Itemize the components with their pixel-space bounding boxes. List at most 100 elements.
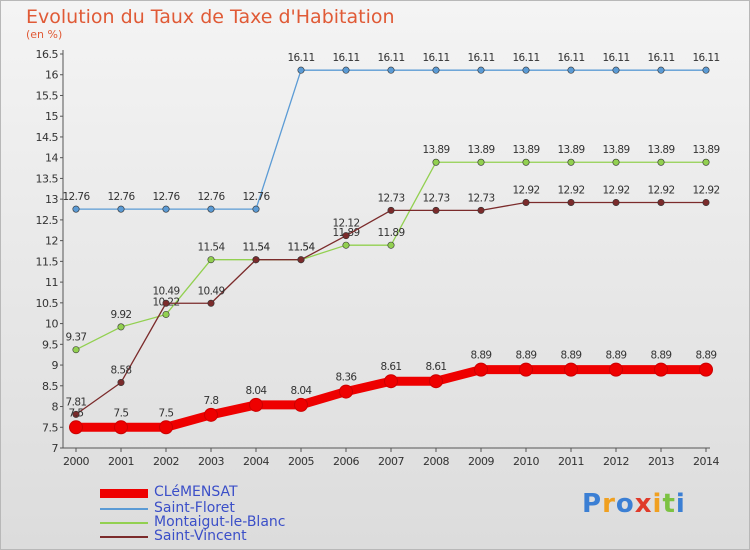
data-point-montaigut-le-blanc (702, 158, 710, 166)
legend-item-saint-floret: Saint-Floret (100, 500, 360, 516)
data-label-saint-vincent: 12.92 (647, 184, 674, 196)
logo-letter: r (602, 489, 616, 519)
data-label-cl-mensat: 8.04 (246, 385, 268, 397)
legend-item-montaigut-le-blanc: Montaigut-le-Blanc (100, 514, 360, 530)
data-label-saint-floret: 12.76 (242, 191, 270, 203)
data-label-cl-mensat: 8.89 (471, 350, 492, 362)
data-label-saint-floret: 12.76 (107, 191, 135, 203)
legend-swatch-clemensat (100, 489, 148, 498)
data-point-saint-vincent (702, 198, 710, 206)
data-point-montaigut-le-blanc (477, 158, 485, 166)
data-label-saint-floret: 16.11 (692, 52, 719, 64)
data-label-cl-mensat: 8.89 (561, 350, 582, 362)
x-tick-label: 2002 (153, 455, 179, 468)
y-tick-label: 15.5 (36, 89, 59, 102)
legend-label-saint-vincent: Saint-Vincent (154, 528, 247, 544)
data-point-saint-floret (522, 66, 530, 74)
y-tick-label: 7 (52, 442, 59, 455)
y-tick-label: 11 (45, 276, 58, 289)
x-tick-label: 2006 (333, 455, 359, 468)
data-label-saint-floret: 16.11 (422, 52, 449, 64)
data-label-cl-mensat: 7.5 (159, 407, 174, 419)
data-label-saint-floret: 16.11 (287, 52, 314, 64)
x-tick-label: 2003 (198, 455, 224, 468)
data-point-saint-vincent (72, 410, 80, 418)
data-point-saint-floret (342, 66, 350, 74)
data-label-saint-vincent: 12.12 (332, 218, 359, 230)
data-label-saint-floret: 16.11 (647, 52, 674, 64)
data-label-cl-mensat: 8.61 (426, 361, 447, 373)
logo-letter: x (634, 489, 653, 519)
logo-letter: o (615, 489, 635, 519)
data-label-montaigut-le-blanc: 13.89 (692, 144, 719, 156)
x-tick-label: 2008 (423, 455, 449, 468)
data-point-montaigut-le-blanc (567, 158, 575, 166)
x-tick-label: 2013 (648, 455, 674, 468)
data-point-saint-vincent (477, 206, 485, 214)
logo-letter: P (582, 489, 603, 519)
x-tick-label: 2012 (603, 455, 629, 468)
y-tick-label: 16.5 (36, 48, 59, 61)
data-point-cl-mensat (204, 407, 218, 422)
x-tick-label: 2004 (243, 455, 269, 468)
data-label-saint-vincent: 12.92 (512, 184, 539, 196)
legend-swatch-montaigut-le-blanc (100, 522, 148, 524)
y-tick-label: 7.5 (42, 421, 58, 434)
data-point-saint-floret (207, 205, 215, 213)
data-label-saint-vincent: 11.54 (242, 242, 270, 254)
data-label-cl-mensat: 8.36 (336, 372, 358, 384)
data-label-saint-floret: 16.11 (377, 52, 404, 64)
legend-item-saint-vincent: Saint-Vincent (100, 528, 360, 544)
data-point-cl-mensat (114, 420, 128, 435)
data-point-saint-vincent (522, 198, 530, 206)
data-point-saint-floret (477, 66, 485, 74)
data-point-montaigut-le-blanc (387, 241, 395, 249)
data-point-saint-floret (72, 205, 80, 213)
data-point-saint-vincent (612, 198, 620, 206)
data-point-saint-floret (117, 205, 125, 213)
data-label-montaigut-le-blanc: 11.89 (377, 227, 404, 239)
data-point-montaigut-le-blanc (522, 158, 530, 166)
legend-swatch-saint-floret (100, 508, 148, 510)
data-point-cl-mensat (249, 397, 263, 412)
data-point-saint-vincent (342, 232, 350, 240)
data-point-cl-mensat (474, 362, 488, 377)
data-point-saint-vincent (252, 256, 260, 264)
data-point-montaigut-le-blanc (432, 158, 440, 166)
legend-label-clemensat: CLéMENSAT (154, 484, 238, 500)
data-point-saint-floret (162, 205, 170, 213)
data-point-saint-floret (297, 66, 305, 74)
data-label-saint-vincent: 10.49 (152, 285, 179, 297)
data-point-montaigut-le-blanc (657, 158, 665, 166)
legend-item-clemensat: CLéMENSAT (100, 484, 360, 500)
y-tick-label: 8 (52, 401, 59, 414)
data-point-montaigut-le-blanc (342, 241, 350, 249)
data-point-saint-floret (702, 66, 710, 74)
data-label-montaigut-le-blanc: 11.54 (197, 242, 225, 254)
data-label-montaigut-le-blanc: 11.54 (242, 242, 270, 254)
y-tick-label: 9 (52, 359, 59, 372)
data-label-montaigut-le-blanc: 13.89 (512, 144, 539, 156)
x-tick-label: 2000 (63, 455, 89, 468)
y-tick-label: 13.5 (36, 172, 59, 185)
data-point-saint-vincent (207, 299, 215, 307)
data-point-saint-vincent (162, 299, 170, 307)
data-label-saint-vincent: 12.73 (422, 192, 449, 204)
data-label-cl-mensat: 8.89 (606, 350, 627, 362)
data-label-saint-floret: 16.11 (332, 52, 359, 64)
data-point-cl-mensat (699, 362, 713, 377)
data-point-cl-mensat (294, 397, 308, 412)
data-label-saint-vincent: 8.58 (111, 364, 132, 376)
data-label-saint-vincent: 11.54 (287, 242, 315, 254)
data-label-cl-mensat: 8.89 (651, 350, 672, 362)
x-tick-label: 2014 (693, 455, 719, 468)
data-point-cl-mensat (159, 420, 173, 435)
proxiti-logo: Proxiti (582, 489, 686, 519)
data-label-montaigut-le-blanc: 13.89 (602, 144, 629, 156)
data-label-saint-floret: 16.11 (602, 52, 629, 64)
logo-letter: t (662, 489, 676, 519)
data-label-cl-mensat: 8.89 (516, 350, 537, 362)
data-label-saint-vincent: 12.73 (467, 192, 494, 204)
y-tick-label: 8.5 (42, 380, 58, 393)
